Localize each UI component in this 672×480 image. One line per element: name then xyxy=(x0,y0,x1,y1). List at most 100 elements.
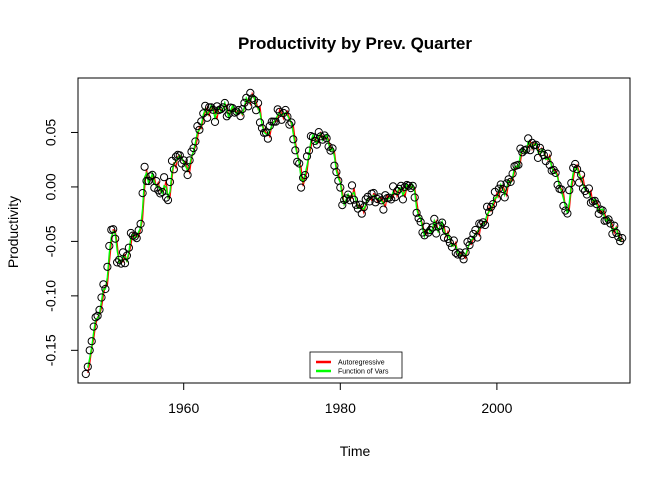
observed-point xyxy=(105,241,114,251)
observed-point xyxy=(426,226,435,235)
observed-point xyxy=(347,181,357,190)
observed-point xyxy=(218,103,227,112)
observed-point xyxy=(117,259,126,268)
legend-box xyxy=(309,351,403,379)
observed-point xyxy=(618,234,627,243)
observed-point xyxy=(361,195,370,204)
observed-point xyxy=(255,118,265,127)
observed-point xyxy=(109,225,118,234)
observed-point xyxy=(481,220,490,230)
observed-point xyxy=(508,169,517,178)
observed-point xyxy=(545,160,554,170)
observed-point xyxy=(171,152,180,161)
observed-point xyxy=(91,313,100,322)
observed-point xyxy=(438,218,447,227)
observed-point xyxy=(146,172,155,181)
observed-point xyxy=(473,233,482,242)
observed-point xyxy=(573,165,582,174)
observed-point xyxy=(567,178,576,188)
observed-point xyxy=(518,148,527,157)
observed-point xyxy=(479,218,488,227)
observed-point xyxy=(606,219,615,228)
observed-point xyxy=(295,159,304,168)
y-tick-label: -0.10 xyxy=(43,280,59,312)
observed-point xyxy=(340,195,349,205)
observed-point xyxy=(559,201,568,210)
observed-point xyxy=(140,162,149,171)
observed-point xyxy=(410,193,419,202)
observed-point xyxy=(418,228,427,237)
observed-point xyxy=(302,152,312,161)
observed-point xyxy=(551,168,560,177)
observed-point xyxy=(285,120,294,129)
x-tick-label: 1960 xyxy=(168,400,199,416)
observed-point xyxy=(101,284,110,294)
observed-point xyxy=(93,311,102,320)
x-tick-label: 2000 xyxy=(481,400,512,416)
y-tick-label: 0.05 xyxy=(43,119,59,146)
observed-point xyxy=(87,337,96,346)
observed-point xyxy=(299,173,308,182)
observed-point xyxy=(359,203,368,212)
observed-point xyxy=(461,248,470,257)
x-axis-label: Time xyxy=(340,443,371,459)
observed-point xyxy=(328,144,337,153)
observed-point xyxy=(586,198,596,207)
observed-point xyxy=(443,234,453,244)
observed-point xyxy=(522,145,531,154)
observed-point xyxy=(111,234,120,243)
observed-point xyxy=(612,228,621,237)
observed-point xyxy=(304,146,314,155)
observed-point xyxy=(445,238,454,247)
observed-point xyxy=(195,125,204,134)
observed-point xyxy=(496,180,505,189)
y-tick-label: 0.00 xyxy=(43,173,59,200)
axis-layer: 1960 1980 2000 -0.15 -0.10 -0.05 0.00 0.05 xyxy=(43,119,513,416)
observed-point xyxy=(234,105,243,115)
observed-point xyxy=(571,159,580,169)
observed-point xyxy=(396,181,406,190)
observed-point xyxy=(430,214,439,223)
observed-point xyxy=(81,369,90,379)
observed-point xyxy=(485,207,494,217)
observed-point xyxy=(203,113,212,122)
observed-point xyxy=(336,183,345,192)
observed-point xyxy=(320,131,329,140)
observed-point xyxy=(308,132,317,142)
observed-point xyxy=(275,107,284,116)
observed-point xyxy=(191,137,200,146)
observed-point xyxy=(312,140,321,149)
observed-point xyxy=(557,185,566,194)
observed-point xyxy=(324,142,333,151)
observed-point xyxy=(506,177,515,186)
x-tick-label: 1980 xyxy=(325,400,356,416)
observed-point xyxy=(144,176,153,186)
y-axis-label: Productivity xyxy=(5,196,21,268)
observed-point xyxy=(83,362,92,371)
observed-point xyxy=(528,138,537,147)
observed-point xyxy=(291,146,300,155)
observed-point xyxy=(185,156,194,165)
observed-point xyxy=(338,201,347,210)
observed-point xyxy=(122,251,132,260)
observed-point xyxy=(498,184,507,194)
observed-point xyxy=(95,305,104,314)
observed-point xyxy=(379,205,388,214)
observed-point xyxy=(283,112,292,121)
observed-point xyxy=(103,262,112,271)
observed-point xyxy=(113,258,122,267)
observed-point xyxy=(246,88,255,98)
observed-point xyxy=(346,196,355,205)
observed-point xyxy=(428,223,437,232)
observed-point xyxy=(539,151,549,160)
observed-point xyxy=(424,228,433,237)
legend-label-function-of-vars: Function of Vars xyxy=(338,369,389,376)
observed-point xyxy=(297,183,306,192)
observed-point xyxy=(614,232,623,241)
observed-point xyxy=(565,186,574,195)
observed-point xyxy=(391,193,400,202)
observed-point xyxy=(353,204,362,213)
observed-point xyxy=(326,146,335,155)
observed-point xyxy=(289,135,298,144)
observed-point xyxy=(158,187,167,197)
